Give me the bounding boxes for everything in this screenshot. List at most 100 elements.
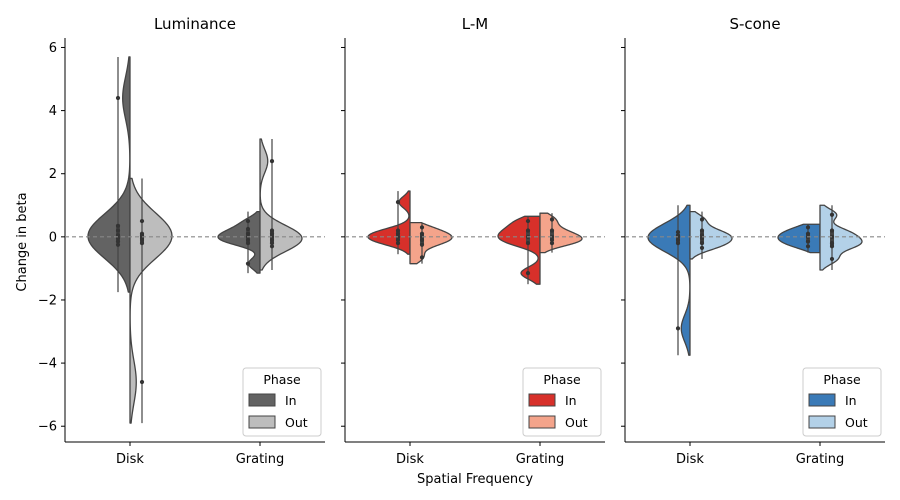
panel-title: S-cone — [729, 15, 780, 33]
data-point — [525, 241, 531, 246]
data-point — [699, 241, 705, 246]
data-point — [245, 237, 251, 243]
data-point — [525, 228, 531, 233]
data-point — [699, 228, 705, 233]
legend-swatch-in — [528, 393, 556, 407]
data-point — [419, 237, 425, 243]
data-point — [805, 231, 811, 236]
data-point — [829, 244, 835, 249]
violin-out-disk — [689, 210, 733, 260]
data-point — [675, 230, 681, 235]
data-point — [245, 231, 251, 236]
data-point — [245, 218, 251, 224]
legend-title: Phase — [823, 372, 861, 387]
data-point — [525, 218, 531, 224]
data-point — [245, 241, 251, 246]
x-axis-label: Spatial Frequency — [417, 472, 533, 487]
data-point — [269, 158, 275, 164]
legend-label-in: In — [845, 393, 857, 408]
legend-title: Phase — [263, 372, 301, 387]
violin-out-disk — [409, 221, 453, 265]
data-point — [115, 228, 121, 233]
data-point — [245, 261, 251, 266]
violin-in-disk — [647, 204, 691, 356]
x-tick-label: Grating — [236, 452, 285, 467]
panels: Luminance 6 4 2 0 −2 −4 −6 Disk Grating Phase In Out… — [38, 15, 885, 467]
legend-swatch-out — [248, 415, 276, 429]
panel-s-cone: S-cone Disk Grating Phase In Out — [621, 15, 885, 467]
data-point — [549, 237, 555, 243]
data-point — [699, 245, 705, 250]
y-tick-label: 0 — [49, 230, 57, 245]
panel-luminance: Luminance 6 4 2 0 −2 −4 −6 Disk Grating Phase In Out — [38, 15, 325, 467]
data-point — [115, 95, 121, 101]
data-point — [115, 223, 121, 228]
y-tick-label: −6 — [38, 420, 57, 435]
y-axis-label: Change in beta — [15, 192, 30, 291]
data-point — [139, 218, 145, 224]
data-point — [115, 242, 121, 247]
panel-title: L-M — [462, 15, 488, 33]
y-tick-label: −4 — [38, 357, 57, 372]
x-tick-label: Grating — [796, 452, 845, 467]
legend-label-out: Out — [565, 415, 588, 430]
data-point — [829, 228, 835, 233]
legend-title: Phase — [543, 372, 581, 387]
data-point — [675, 237, 681, 243]
violin-out-grating — [259, 138, 303, 271]
violin-in-grating — [497, 215, 541, 285]
data-point — [269, 237, 275, 243]
data-point — [395, 228, 401, 233]
data-point — [419, 231, 425, 236]
violin-in-grating — [217, 210, 261, 274]
data-point — [699, 217, 705, 222]
violin-out-disk — [129, 177, 173, 424]
legend-swatch-in — [808, 393, 836, 407]
data-point — [829, 212, 835, 217]
data-point — [245, 226, 251, 232]
legend-swatch-out — [528, 415, 556, 429]
y-tick-label: −2 — [38, 293, 57, 308]
data-point — [525, 271, 531, 276]
violin-in-grating — [777, 223, 821, 254]
violin-out-grating — [539, 212, 583, 254]
data-point — [139, 237, 145, 243]
legend: Phase In Out — [522, 367, 602, 437]
data-point — [805, 244, 811, 249]
x-tick-label: Disk — [116, 452, 144, 467]
data-point — [269, 231, 275, 236]
data-point — [805, 239, 811, 244]
violin-in-disk — [87, 56, 131, 293]
data-point — [549, 241, 555, 246]
legend-label-out: Out — [285, 415, 308, 430]
data-point — [115, 239, 121, 244]
data-point — [549, 228, 555, 233]
y-tick-label: 2 — [49, 167, 57, 182]
legend-swatch-out — [808, 415, 836, 429]
data-point — [805, 225, 811, 230]
legend-label-out: Out — [845, 415, 868, 430]
y-tick-label: 4 — [49, 104, 57, 119]
data-point — [139, 241, 145, 246]
x-tick-label: Grating — [516, 452, 565, 467]
violin-in-disk — [367, 190, 411, 255]
data-point — [139, 379, 145, 385]
data-point — [419, 225, 425, 230]
legend: Phase In Out — [802, 367, 882, 437]
x-tick-label: Disk — [396, 452, 424, 467]
data-point — [549, 217, 555, 222]
legend-label-in: In — [285, 393, 297, 408]
data-point — [269, 228, 275, 233]
data-point — [269, 244, 275, 249]
legend: Phase In Out — [242, 367, 322, 437]
violin-out-grating — [819, 204, 863, 271]
x-tick-label: Disk — [676, 452, 704, 467]
data-point — [269, 241, 275, 246]
data-point — [395, 231, 401, 236]
y-tick-label: 6 — [49, 41, 57, 56]
data-point — [675, 326, 681, 331]
legend-label-in: In — [565, 393, 577, 408]
legend-swatch-in — [248, 393, 276, 407]
data-point — [419, 242, 425, 247]
